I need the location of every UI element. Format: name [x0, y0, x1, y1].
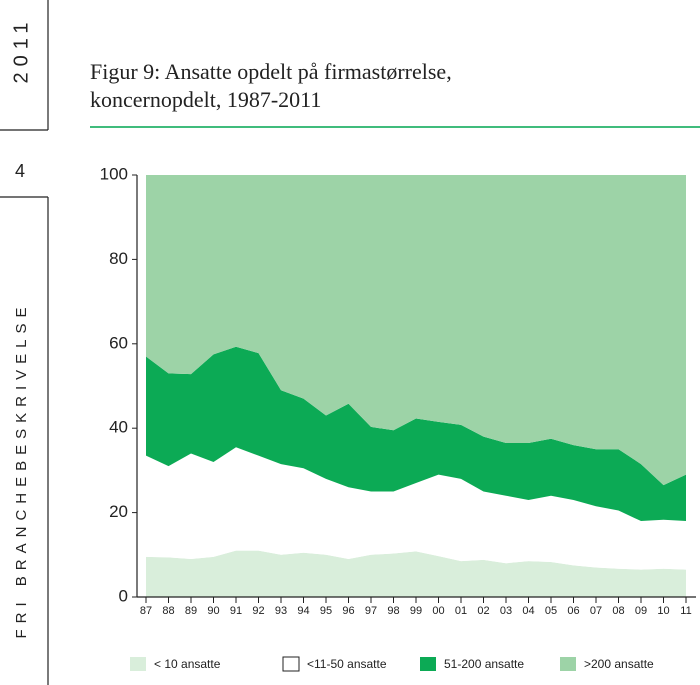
sidebar-page: 4 [15, 161, 25, 181]
x-tick-label: 03 [500, 605, 512, 617]
legend-label: 51-200 ansatte [444, 657, 524, 671]
x-tick-label: 02 [477, 605, 489, 617]
x-tick-label: 01 [455, 605, 467, 617]
x-tick-label: 87 [140, 605, 152, 617]
sidebar-section: FRI BRANCHEBESKRIVELSE [13, 301, 30, 638]
legend-swatch [560, 657, 576, 671]
sidebar-year: 2011 [10, 16, 32, 83]
legend-label: >200 ansatte [584, 657, 654, 671]
legend-label: < 10 ansatte [154, 657, 221, 671]
x-tick-label: 91 [230, 605, 242, 617]
x-tick-label: 08 [612, 605, 624, 617]
x-tick-label: 92 [252, 605, 264, 617]
x-tick-label: 89 [185, 605, 197, 617]
x-tick-label: 99 [410, 605, 422, 617]
x-tick-label: 07 [590, 605, 602, 617]
x-tick-label: 11 [680, 605, 691, 617]
x-tick-label: 98 [387, 605, 399, 617]
x-tick-label: 95 [320, 605, 332, 617]
x-tick-label: 93 [275, 605, 287, 617]
x-tick-label: 06 [567, 605, 579, 617]
y-tick-label: 80 [109, 249, 128, 268]
y-tick-label: 60 [109, 333, 128, 352]
y-tick-label: 0 [119, 586, 128, 605]
x-tick-label: 09 [635, 605, 647, 617]
x-tick-label: 00 [432, 605, 444, 617]
x-tick-label: 05 [545, 605, 557, 617]
x-tick-label: 04 [522, 605, 534, 617]
x-tick-label: 97 [365, 605, 377, 617]
legend-swatch [130, 657, 146, 671]
area [146, 550, 686, 597]
x-tick-label: 90 [207, 605, 219, 617]
area [146, 447, 686, 570]
y-tick-label: 20 [109, 502, 128, 521]
x-tick-label: 94 [297, 605, 309, 617]
x-tick-label: 10 [657, 605, 669, 617]
chart-title: Figur 9: Ansatte opdelt på firmastørrels… [90, 59, 452, 112]
legend-swatch [282, 656, 300, 672]
x-tick-label: 88 [162, 605, 174, 617]
y-tick-label: 100 [100, 164, 128, 183]
area [146, 346, 686, 522]
legend-label: <11-50 ansatte [307, 657, 387, 671]
legend-swatch [420, 657, 436, 671]
area [146, 175, 686, 486]
y-tick-label: 40 [109, 418, 128, 437]
x-tick-label: 96 [342, 605, 354, 617]
